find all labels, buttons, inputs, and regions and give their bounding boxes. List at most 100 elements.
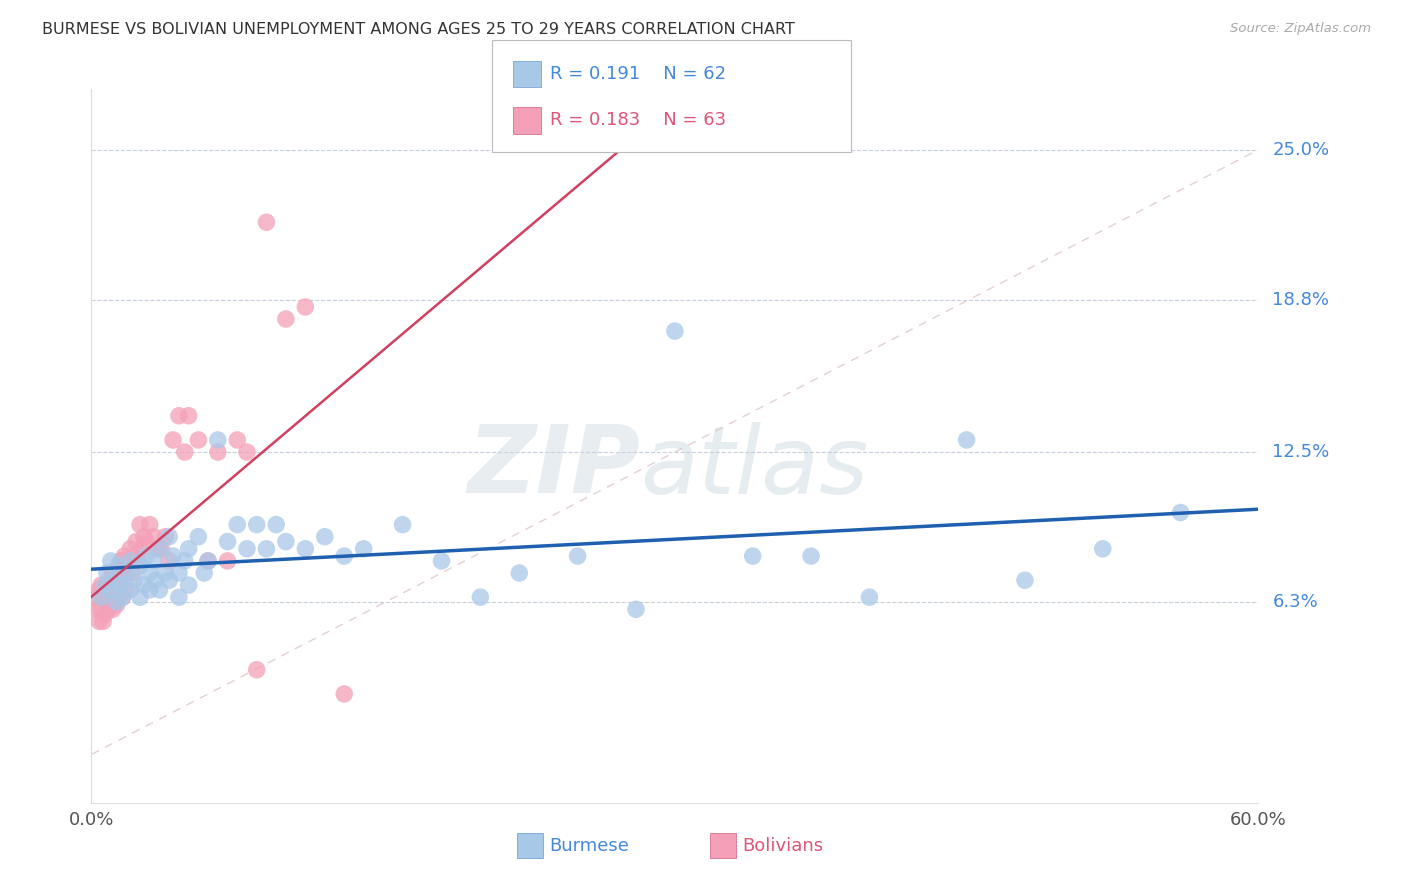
Point	[100, 582, 122, 597]
Point	[173, 554, 195, 568]
Point	[162, 433, 184, 447]
Point	[157, 574, 180, 588]
Point	[100, 590, 122, 604]
Point	[187, 530, 209, 544]
Point	[129, 558, 152, 573]
Point	[129, 590, 152, 604]
Point	[104, 590, 127, 604]
Point	[110, 574, 132, 588]
Point	[197, 554, 219, 568]
Point	[111, 590, 134, 604]
Point	[167, 566, 190, 580]
Point	[333, 687, 356, 701]
Text: BURMESE VS BOLIVIAN UNEMPLOYMENT AMONG AGES 25 TO 29 YEARS CORRELATION CHART: BURMESE VS BOLIVIAN UNEMPLOYMENT AMONG A…	[42, 22, 794, 37]
Point	[115, 566, 138, 580]
Point	[97, 602, 120, 616]
Point	[132, 530, 155, 544]
Point	[94, 582, 117, 597]
Point	[256, 215, 278, 229]
Point	[120, 554, 142, 568]
Point	[129, 517, 152, 532]
Point	[115, 582, 138, 597]
Point	[148, 541, 170, 556]
Point	[624, 602, 647, 616]
Point	[246, 517, 269, 532]
Point	[107, 558, 129, 573]
Point	[107, 566, 129, 580]
Point	[96, 590, 118, 604]
Point	[91, 615, 114, 629]
Text: 12.5%: 12.5%	[1272, 443, 1330, 461]
Point	[135, 534, 157, 549]
Point	[274, 534, 297, 549]
Point	[142, 530, 165, 544]
Point	[127, 554, 149, 568]
Point	[105, 595, 128, 609]
Point	[90, 602, 112, 616]
Text: 18.8%: 18.8%	[1272, 291, 1329, 309]
Point	[150, 541, 173, 556]
Point	[430, 554, 453, 568]
Point	[105, 582, 128, 597]
Text: R = 0.191    N = 62: R = 0.191 N = 62	[550, 65, 725, 83]
Point	[741, 549, 763, 563]
Point	[314, 530, 336, 544]
Point	[100, 582, 122, 597]
Point	[264, 517, 287, 532]
Point	[138, 582, 162, 597]
Bar	[517, 833, 543, 858]
Point	[177, 578, 200, 592]
Point	[107, 582, 129, 597]
Bar	[710, 833, 735, 858]
Text: atlas: atlas	[640, 422, 868, 513]
Point	[858, 590, 880, 604]
Point	[333, 549, 356, 563]
Point	[91, 590, 114, 604]
Point	[120, 541, 142, 556]
Point	[117, 558, 139, 573]
Point	[508, 566, 530, 580]
Point	[162, 549, 184, 563]
Point	[84, 590, 107, 604]
Point	[226, 517, 249, 532]
Point	[121, 566, 143, 580]
Point	[236, 541, 259, 556]
Text: 25.0%: 25.0%	[1272, 141, 1330, 159]
Point	[177, 541, 200, 556]
Point	[294, 541, 316, 556]
Point	[89, 615, 111, 629]
Point	[135, 549, 157, 563]
Point	[96, 566, 118, 580]
Point	[246, 663, 269, 677]
Point	[101, 566, 124, 580]
Point	[100, 554, 122, 568]
Point	[138, 566, 162, 580]
Point	[104, 578, 127, 592]
Point	[94, 607, 117, 621]
Point	[105, 598, 128, 612]
Point	[122, 574, 145, 588]
Text: ZIP: ZIP	[467, 421, 640, 514]
Point	[86, 602, 108, 616]
Point	[148, 582, 170, 597]
Point	[122, 549, 145, 563]
Point	[96, 578, 118, 592]
Point	[207, 433, 229, 447]
Point	[217, 534, 239, 549]
Point	[120, 582, 142, 597]
Point	[97, 574, 120, 588]
Point	[391, 517, 413, 532]
Point	[217, 554, 239, 568]
Point	[226, 433, 249, 447]
Point	[1170, 506, 1192, 520]
Point	[104, 574, 127, 588]
Point	[353, 541, 375, 556]
Point	[142, 554, 165, 568]
Point	[1014, 574, 1036, 588]
Point	[111, 558, 134, 573]
Point	[110, 554, 132, 568]
Point	[167, 590, 190, 604]
Point	[157, 554, 180, 568]
Point	[155, 530, 177, 544]
Point	[470, 590, 492, 604]
